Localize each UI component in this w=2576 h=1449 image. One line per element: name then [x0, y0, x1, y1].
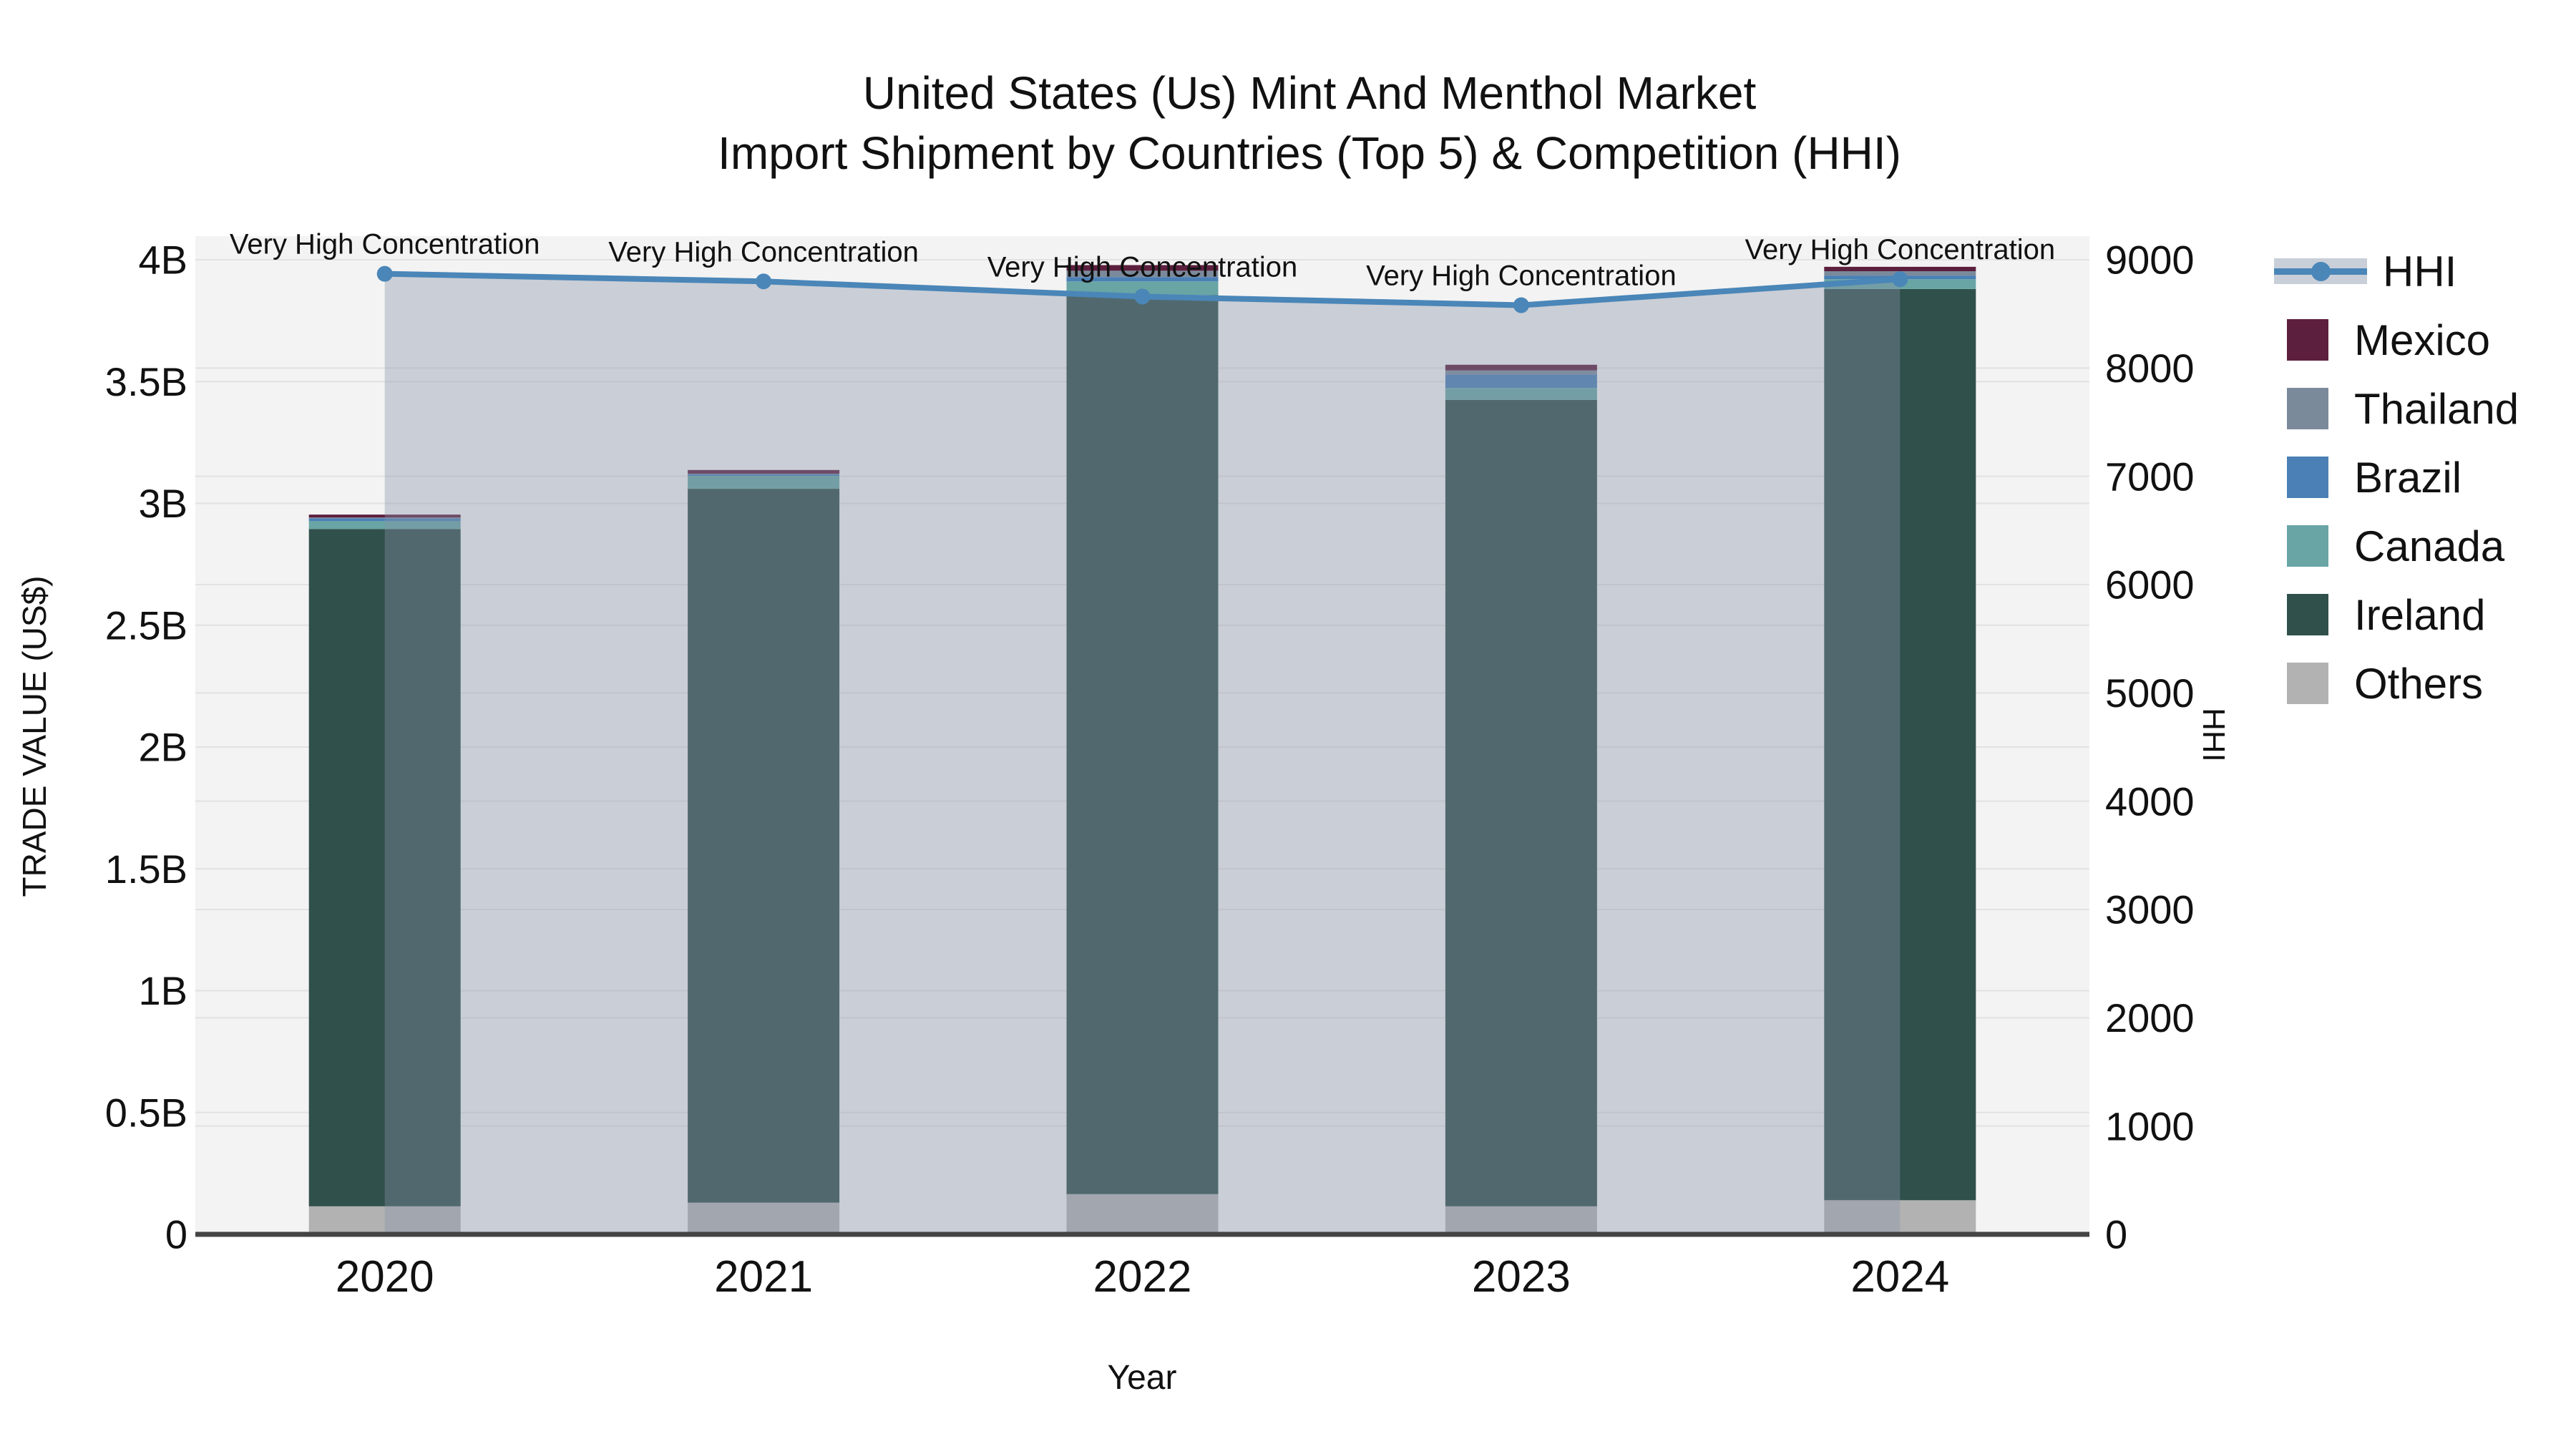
legend-label-brazil: Brazil — [2354, 453, 2462, 502]
bar-segment-ireland-2024[interactable] — [1824, 288, 1976, 1201]
y2-tick-label: 5000 — [2105, 670, 2195, 716]
annotation-2020: Very High Concentration — [230, 229, 540, 260]
y-tick-label: 3B — [139, 481, 188, 526]
bar-segment-ireland-2022[interactable] — [1066, 295, 1219, 1194]
annotation-2022: Very High Concentration — [987, 251, 1298, 283]
bar-segment-mexico-2023[interactable] — [1445, 364, 1597, 371]
bar-segment-others-2021[interactable] — [688, 1202, 840, 1234]
chart-title-line1: United States (Us) Mint And Menthol Mark… — [862, 67, 1757, 119]
annotation-2024: Very High Concentration — [1745, 234, 2056, 265]
y-tick-label: 1.5B — [105, 847, 187, 892]
legend-label-others: Others — [2354, 659, 2484, 708]
legend-label-thailand: Thailand — [2354, 384, 2519, 433]
legend-swatch-others — [2287, 663, 2328, 704]
y-tick-label: 0 — [165, 1212, 187, 1257]
bar-segment-ireland-2021[interactable] — [688, 489, 840, 1203]
legend-swatch-canada — [2287, 525, 2328, 567]
bar-segment-canada-2022[interactable] — [1066, 281, 1219, 296]
legend: HHI Mexico Thailand Brazil Canada Ireland Othe… — [2274, 248, 2519, 731]
legend-swatch-ireland — [2287, 594, 2328, 635]
legend-swatch-mexico — [2287, 319, 2328, 361]
y-axis-title: TRADE VALUE (US$) — [16, 575, 53, 897]
y2-tick-label: 1000 — [2105, 1103, 2195, 1148]
y-tick-label: 2.5B — [105, 602, 187, 648]
hhi-line-swatch-icon — [2274, 258, 2367, 284]
y-tick-label: 0.5B — [105, 1090, 187, 1135]
bar-segment-brazil-2020[interactable] — [308, 518, 461, 522]
y-tick-label: 2B — [139, 725, 188, 770]
hhi-marker-2020[interactable] — [376, 265, 393, 282]
x-axis-title: Year — [1107, 1359, 1177, 1397]
y2-tick-label: 3000 — [2105, 887, 2195, 932]
hhi-band-fill — [384, 273, 1901, 1234]
legend-item-mexico[interactable]: Mexico — [2287, 316, 2519, 364]
bar-segment-ireland-2023[interactable] — [1445, 399, 1597, 1206]
legend-item-canada[interactable]: Canada — [2287, 522, 2519, 570]
chart-title-line2: Import Shipment by Countries (Top 5) & C… — [718, 127, 1901, 179]
annotation-2023: Very High Concentration — [1366, 260, 1677, 292]
bar-segment-thailand-2022[interactable] — [1066, 270, 1219, 278]
y2-axis-title: HHI — [2196, 708, 2231, 762]
bar-segment-brazil-2021[interactable] — [688, 474, 840, 477]
y2-tick-label: 4000 — [2105, 779, 2195, 824]
bar-segment-canada-2021[interactable] — [688, 476, 840, 489]
bar-segment-brazil-2022[interactable] — [1066, 277, 1219, 282]
legend-item-hhi[interactable]: HHI — [2274, 248, 2519, 296]
bar-segment-mexico-2022[interactable] — [1066, 265, 1219, 271]
y-tick-label: 1B — [139, 968, 188, 1013]
hhi-marker-2022[interactable] — [1134, 288, 1151, 305]
legend-item-thailand[interactable]: Thailand — [2287, 385, 2519, 433]
y2-tick-label: 8000 — [2105, 346, 2195, 391]
legend-item-others[interactable]: Others — [2287, 660, 2519, 708]
bar-segment-canada-2020[interactable] — [308, 521, 461, 530]
y2-tick-label: 7000 — [2105, 454, 2195, 499]
legend-label-mexico: Mexico — [2354, 316, 2491, 364]
bar-segment-thailand-2020[interactable] — [308, 517, 461, 519]
legend-label-ireland: Ireland — [2354, 590, 2486, 639]
hhi-marker-2023[interactable] — [1513, 297, 1529, 313]
hhi-marker-2024[interactable] — [1892, 271, 1908, 288]
bar-segment-mexico-2021[interactable] — [688, 469, 840, 474]
bar-segment-mexico-2020[interactable] — [308, 514, 461, 518]
y-tick-label: 3.5B — [105, 359, 187, 404]
y2-tick-label: 9000 — [2105, 238, 2195, 283]
x-tick-label: 2024 — [1850, 1252, 1949, 1302]
y2-tick-label: 2000 — [2105, 995, 2195, 1040]
bar-segment-mexico-2024[interactable] — [1824, 266, 1976, 272]
y-tick-label: 4B — [139, 238, 188, 283]
x-tick-label: 2020 — [336, 1252, 434, 1302]
chart-title: United States (Us) Mint And Menthol Mark… — [43, 63, 2576, 183]
bar-segment-canada-2023[interactable] — [1445, 388, 1597, 400]
legend-label-hhi: HHI — [2383, 247, 2457, 296]
legend-item-brazil[interactable]: Brazil — [2287, 454, 2519, 502]
bar-segment-others-2023[interactable] — [1445, 1206, 1597, 1234]
x-tick-label: 2021 — [714, 1252, 813, 1302]
bar-segment-brazil-2023[interactable] — [1445, 374, 1597, 389]
hhi-marker-2021[interactable] — [756, 273, 772, 290]
legend-label-canada: Canada — [2354, 522, 2505, 570]
legend-item-ireland[interactable]: Ireland — [2287, 591, 2519, 639]
x-tick-label: 2023 — [1472, 1252, 1571, 1302]
bar-segment-ireland-2020[interactable] — [308, 529, 461, 1206]
bar-segment-thailand-2023[interactable] — [1445, 370, 1597, 375]
annotation-2021: Very High Concentration — [608, 236, 919, 268]
bar-segment-others-2024[interactable] — [1824, 1200, 1976, 1234]
hhi-marker-dot — [2311, 262, 2331, 281]
bar-segment-others-2022[interactable] — [1066, 1194, 1219, 1234]
y2-tick-label: 0 — [2105, 1212, 2127, 1257]
bar-segment-others-2020[interactable] — [308, 1206, 461, 1234]
x-tick-label: 2022 — [1093, 1252, 1192, 1302]
legend-swatch-thailand — [2287, 388, 2328, 429]
y2-tick-label: 6000 — [2105, 562, 2195, 608]
legend-swatch-brazil — [2287, 457, 2328, 498]
